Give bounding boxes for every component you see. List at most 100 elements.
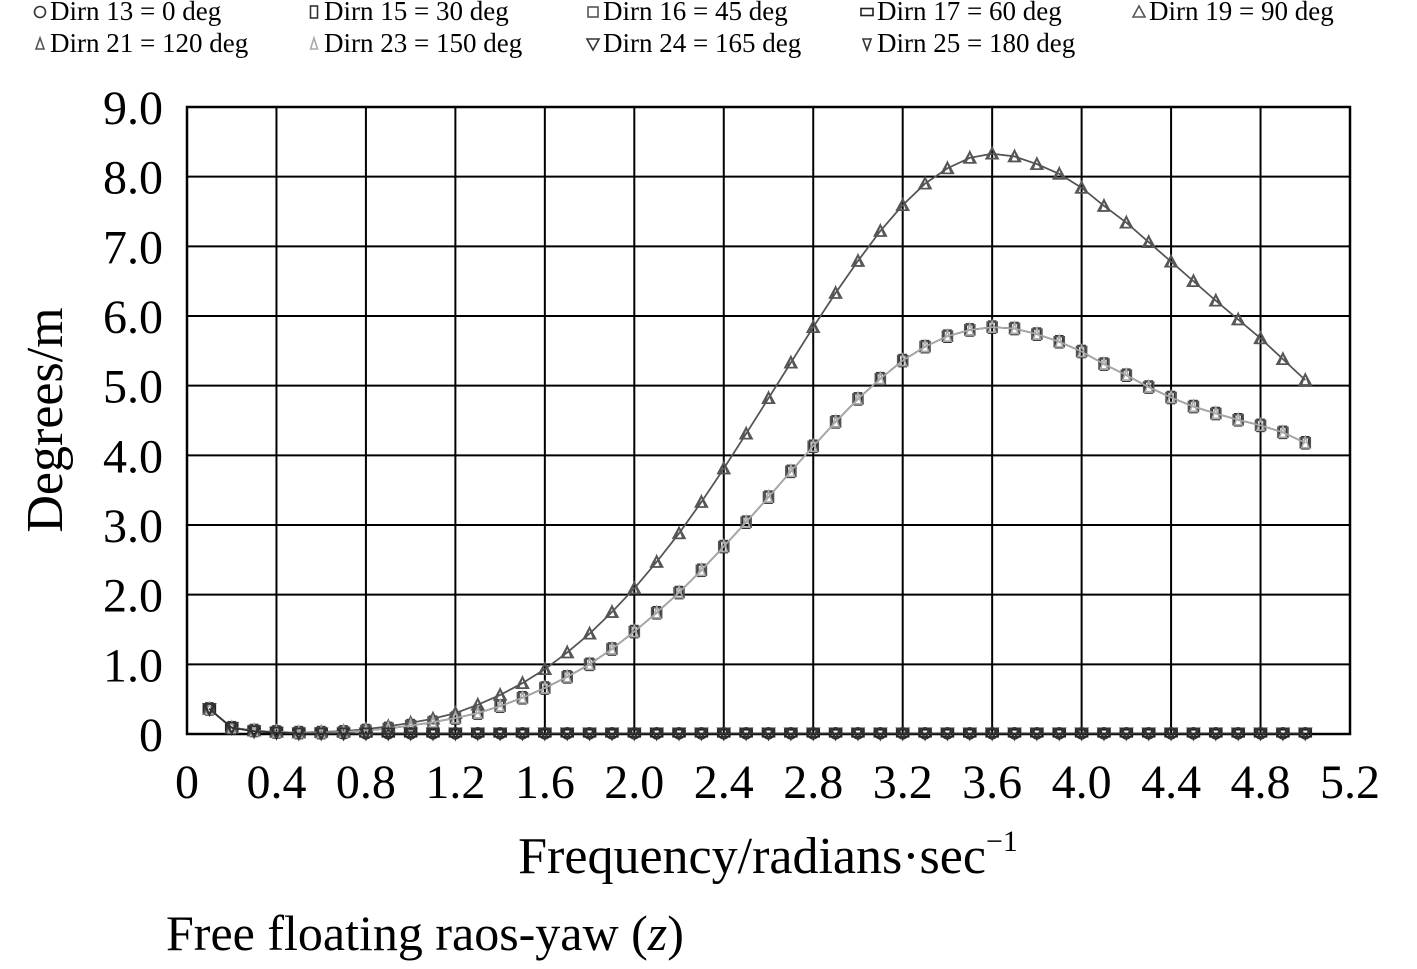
data-point <box>763 389 774 405</box>
data-point <box>1054 727 1065 742</box>
data-point <box>1165 253 1177 268</box>
data-point <box>1165 727 1177 742</box>
caption-text: Free floating raos-yaw ( <box>166 905 648 961</box>
legend-label: Dirn 16 = 45 deg <box>603 0 788 26</box>
legend-marker <box>309 5 319 19</box>
data-point <box>1143 233 1154 248</box>
legend-marker <box>33 5 47 19</box>
data-point <box>1188 727 1199 742</box>
data-point <box>1233 727 1244 742</box>
data-point <box>1054 333 1064 348</box>
data-point <box>584 727 595 742</box>
data-point <box>1121 727 1132 742</box>
series-line <box>208 326 1306 734</box>
data-point <box>1009 148 1020 163</box>
legend: Dirn 13 = 0 deg Dirn 15 = 30 deg Dirn 16 =… <box>33 0 1334 58</box>
y-tick-label: 3.0 <box>103 500 163 553</box>
legend-marker <box>1131 4 1147 18</box>
data-point <box>875 370 885 385</box>
x-tick-label: 5.2 <box>1320 756 1380 809</box>
x-tick-label: 0.4 <box>246 756 306 809</box>
data-point <box>673 525 685 540</box>
data-point <box>920 338 930 353</box>
data-point <box>472 727 483 742</box>
data-point <box>898 351 908 367</box>
data-point <box>1009 319 1020 335</box>
data-point <box>964 149 975 164</box>
y-tick-label: 1.0 <box>103 639 163 692</box>
legend-label: Dirn 23 = 150 deg <box>324 28 522 58</box>
legend-label: Dirn 19 = 90 deg <box>1149 0 1334 26</box>
data-point <box>1300 434 1310 449</box>
legend-item: Dirn 24 = 165 deg <box>585 28 801 58</box>
data-point <box>1277 350 1289 365</box>
x-tick-label: 0.8 <box>336 756 396 809</box>
x-tick-label: 4.0 <box>1052 756 1112 809</box>
data-point <box>1210 292 1221 307</box>
legend-label: Dirn 17 = 60 deg <box>877 0 1062 26</box>
data-point <box>719 537 729 553</box>
series-7 <box>204 318 1310 739</box>
series-line <box>208 152 1306 734</box>
data-point <box>562 727 573 742</box>
data-point <box>1143 727 1154 742</box>
data-point <box>785 727 797 742</box>
data-point <box>942 327 953 343</box>
data-point <box>1009 727 1020 742</box>
x-tick-labels: 0 0.4 0.8 1.2 1.6 2.0 2.4 2.8 3.2 3.6 4.0 4.4 4.8 5.2 <box>175 756 1380 809</box>
data-point <box>964 727 975 742</box>
data-point <box>204 703 215 718</box>
grid <box>185 105 1352 736</box>
y-tick-label: 0 <box>139 709 163 762</box>
data-point <box>472 696 483 711</box>
data-point <box>360 727 372 742</box>
data-point <box>1300 727 1311 742</box>
data-point <box>539 727 550 742</box>
data-point <box>629 727 640 742</box>
x-tick-label: 1.6 <box>515 756 575 809</box>
x-axis-title-text: Frequency/radians·sec <box>518 828 986 885</box>
data-point <box>696 493 707 508</box>
legend-item: Dirn 21 = 120 deg <box>34 28 248 58</box>
legend-marker <box>309 35 319 50</box>
x-tick-label: 0 <box>175 756 199 809</box>
legend-marker <box>861 38 873 53</box>
data-point <box>383 727 394 742</box>
data-point <box>919 727 931 742</box>
plot-frame <box>185 105 1352 736</box>
data-point <box>1188 272 1199 287</box>
y-tick-label: 2.0 <box>103 570 163 623</box>
legend-marker <box>34 35 46 50</box>
series-line <box>208 708 1306 735</box>
data-point <box>1099 355 1109 370</box>
data-point <box>673 727 685 742</box>
data-point <box>897 727 908 742</box>
data-point <box>1255 329 1266 345</box>
x-axis-title: Frequency/radians·sec−1 <box>518 825 1018 885</box>
data-point <box>652 604 662 619</box>
x-tick-label: 2.4 <box>694 756 754 809</box>
data-point <box>1300 371 1311 386</box>
data-point <box>696 561 706 577</box>
legend-item: Dirn 15 = 30 deg <box>309 0 509 26</box>
data-point <box>562 668 572 683</box>
data-point <box>987 727 998 742</box>
data-point <box>1076 727 1087 742</box>
data-point <box>629 580 640 595</box>
data-point <box>450 709 460 724</box>
legend-marker <box>860 7 874 17</box>
legend-item: Dirn 23 = 150 deg <box>309 28 522 58</box>
data-point <box>383 717 394 733</box>
series-line <box>208 326 1306 734</box>
data-point <box>562 644 573 659</box>
data-point <box>1098 727 1110 742</box>
data-point <box>271 726 282 741</box>
data-point <box>740 727 752 742</box>
data-point <box>606 727 618 742</box>
y-tick-labels: 0 1.0 2.0 3.0 4.0 5.0 6.0 7.0 8.0 9.0 <box>103 82 163 762</box>
data-point <box>853 390 863 405</box>
data-point <box>629 622 639 638</box>
x-tick-label: 4.8 <box>1231 756 1291 809</box>
data-point <box>875 727 886 742</box>
